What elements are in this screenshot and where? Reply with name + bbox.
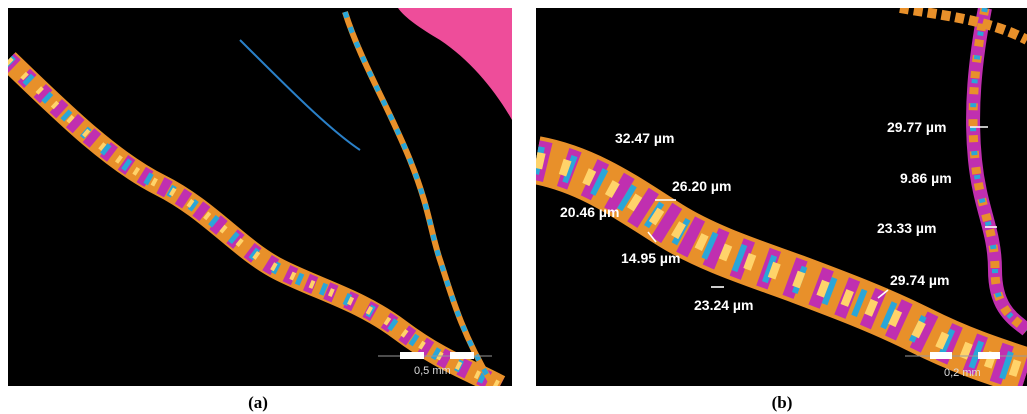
measurement: 32.47 µm (615, 130, 674, 146)
panel-b: 0,2 mm (536, 8, 1027, 386)
measurement: 29.74 µm (890, 272, 949, 288)
measurement: 9.86 µm (900, 170, 952, 186)
figure: 0,5 mm 0,2 mm 32.47 µm 26.20 µm 20.46 µm… (0, 0, 1027, 414)
scale-bar-label: 0,5 mm (414, 365, 451, 377)
panel-label: (b) (772, 393, 793, 412)
panel-a: 0,5 mm (8, 8, 512, 386)
scale-bar-label: 0,2 mm (944, 367, 981, 379)
measurement: 26.20 µm (672, 178, 731, 194)
measurement: 23.33 µm (877, 220, 936, 236)
panel-label: (a) (248, 393, 268, 412)
measurement: 23.24 µm (694, 297, 753, 313)
measurement: 29.77 µm (887, 119, 946, 135)
measurement: 20.46 µm (560, 204, 619, 220)
measurement: 14.95 µm (621, 250, 680, 266)
